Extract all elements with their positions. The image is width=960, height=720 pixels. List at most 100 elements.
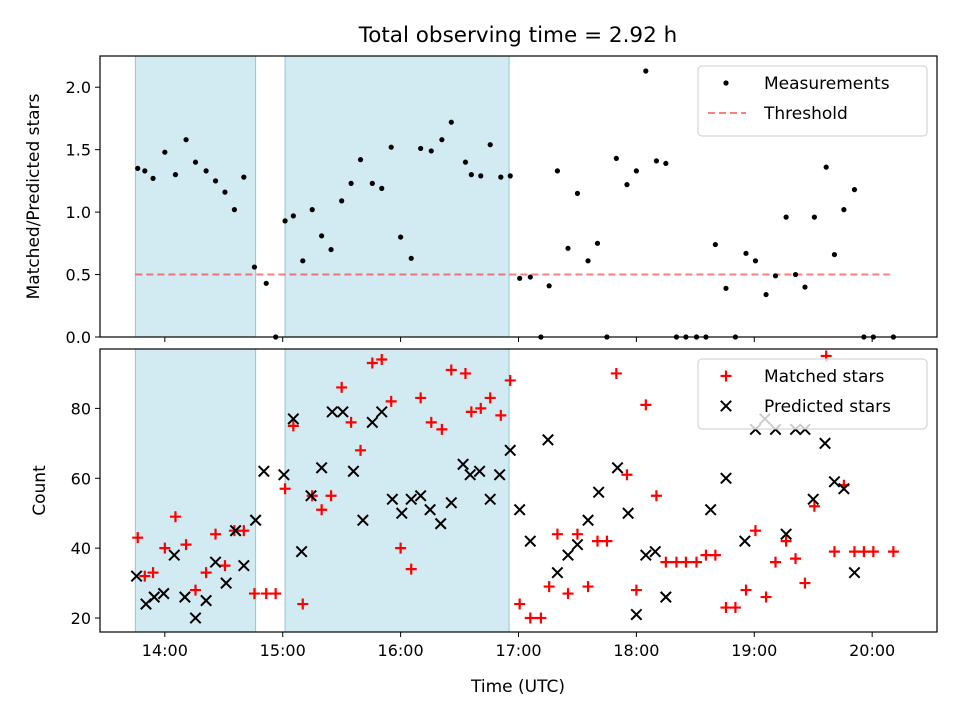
count-point <box>395 507 408 520</box>
count-point <box>639 549 652 562</box>
count-point <box>828 475 841 488</box>
count-point <box>592 486 605 499</box>
count-point <box>168 549 181 562</box>
ratio-point <box>507 173 513 179</box>
count-point <box>249 514 262 527</box>
ratio-ytick-label: 1.5 <box>66 141 91 160</box>
count-point <box>178 591 191 603</box>
ratio-point <box>712 241 718 248</box>
count-point <box>305 489 317 502</box>
ratio-point <box>357 157 364 163</box>
count-point <box>130 570 143 583</box>
xtick-label: 15:00 <box>260 641 306 660</box>
count-point <box>709 549 721 561</box>
count-point <box>159 542 171 554</box>
count-point <box>366 357 378 369</box>
ratio-point <box>172 172 179 178</box>
count-point <box>209 556 222 569</box>
count-point <box>414 489 427 502</box>
count-point <box>200 594 213 607</box>
ratio-point <box>823 164 829 170</box>
ratio-y-axis-label: Matched/Predicted stars <box>24 93 44 299</box>
ratio-point <box>203 168 209 174</box>
count-point <box>169 511 181 523</box>
ratio-point <box>663 160 669 167</box>
ratio-point <box>851 187 858 193</box>
ratio-point <box>339 198 345 204</box>
count-ytick-label: 20 <box>71 609 91 628</box>
count-point <box>484 493 497 506</box>
count-point <box>132 532 144 544</box>
ratio-point <box>624 182 630 188</box>
ratio-point <box>468 172 474 178</box>
count-point <box>659 591 672 603</box>
count-legend-label: Predicted stars <box>764 397 891 417</box>
ratio-point <box>653 158 660 164</box>
count-point <box>700 549 712 561</box>
count-point <box>837 482 850 495</box>
count-point <box>780 535 792 547</box>
count-point <box>415 392 427 404</box>
ratio-point <box>328 246 334 253</box>
count-point <box>704 503 717 516</box>
count-point <box>848 566 861 579</box>
count-point <box>445 364 457 376</box>
count-point <box>562 549 574 562</box>
count-y-axis-label: Count <box>30 465 50 516</box>
ratio-point <box>498 174 504 180</box>
count-point <box>867 546 879 558</box>
count-point <box>473 465 486 478</box>
count-point <box>819 437 831 450</box>
count-point <box>257 465 270 478</box>
ratio-point <box>369 180 375 186</box>
count-point <box>808 500 820 512</box>
xtick-label: 17:00 <box>495 641 541 660</box>
ratio-point <box>841 207 847 213</box>
count-point <box>248 588 260 600</box>
count-point <box>148 591 161 603</box>
ratio-point <box>379 185 385 191</box>
ratio-point <box>517 275 523 281</box>
ratio-point <box>772 273 779 279</box>
ratio-ytick-label: 0.0 <box>66 328 91 347</box>
ratio-legend <box>697 65 928 137</box>
count-point <box>660 556 672 568</box>
count-point <box>457 458 470 471</box>
count-point <box>514 598 526 610</box>
count-point <box>542 433 554 446</box>
ratio-point <box>212 178 219 184</box>
ratio-point <box>162 149 168 155</box>
count-point <box>493 468 506 481</box>
count-point <box>200 567 212 579</box>
count-point <box>238 525 250 537</box>
ratio-point <box>462 159 469 165</box>
ratio-point <box>192 159 199 165</box>
count-point <box>680 556 692 568</box>
count-legend <box>697 358 928 430</box>
count-point <box>366 416 379 429</box>
ratio-point <box>408 255 414 261</box>
count-point <box>464 468 477 481</box>
count-point <box>760 591 772 603</box>
ratio-shaded-interval <box>284 55 510 338</box>
ratio-point <box>300 258 306 264</box>
count-point <box>386 493 399 506</box>
ratio-ytick-label: 0.5 <box>66 266 91 285</box>
count-point <box>336 381 348 393</box>
count-legend-swatch <box>720 400 732 412</box>
ratio-point <box>319 233 325 239</box>
count-point <box>571 538 584 551</box>
count-panel: 20 40 60 80 14:00 15:00 16:00 17:00 18:00 19:00 2… <box>30 348 938 660</box>
ratio-point <box>554 168 561 174</box>
count-point <box>405 493 418 506</box>
count-point <box>848 546 860 558</box>
x-axis-label: Time (UTC) <box>470 677 565 697</box>
ratio-point <box>241 174 247 180</box>
xtick-label: 14:00 <box>142 641 188 660</box>
count-point <box>484 392 496 404</box>
count-ytick-label: 60 <box>71 469 91 488</box>
ratio-point <box>263 280 269 286</box>
count-point <box>601 535 613 547</box>
count-point <box>729 602 741 614</box>
ratio-point <box>763 291 769 298</box>
